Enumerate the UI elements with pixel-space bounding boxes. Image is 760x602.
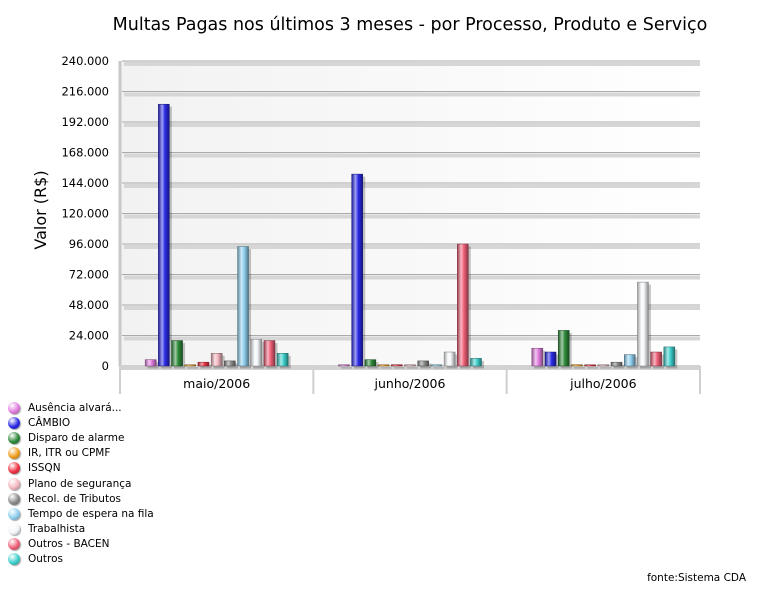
legend-label: Recol. de Tributos <box>28 492 121 505</box>
bar <box>237 246 249 367</box>
bar <box>610 361 623 367</box>
y-tick-label: 96.000 <box>69 237 109 251</box>
legend-swatch <box>8 416 20 429</box>
legend-label: IR, ITR ou CPMF <box>28 447 111 460</box>
legend-swatch <box>8 462 20 475</box>
bar-shadow <box>407 367 418 369</box>
legend-swatch <box>8 553 20 566</box>
x-tick-label: maio/2006 <box>183 376 250 391</box>
legend-item: Recol. de Tributos <box>8 491 228 506</box>
bar <box>557 330 570 367</box>
bar-shadow <box>393 367 405 369</box>
legend-item: Tempo de espera na fila <box>8 506 228 521</box>
source-note: fonte:Sistema CDA <box>647 572 746 584</box>
bar <box>544 351 557 367</box>
bar-chart: Multas Pagas nos últimos 3 meses - por P… <box>31 15 708 394</box>
legend-item: Ausência alvará... <box>8 400 228 415</box>
y-axis-label: Valor (R$) <box>31 170 50 249</box>
y-tick-label: 144.000 <box>61 176 109 190</box>
bar-shadow <box>587 367 599 369</box>
bar <box>377 364 390 367</box>
bar <box>144 359 157 367</box>
legend-label: Outros - BACEN <box>28 538 110 551</box>
bar-shadow <box>380 367 392 369</box>
bar <box>430 364 443 367</box>
bar-shadow <box>200 364 212 369</box>
bar <box>443 351 456 367</box>
x-axis-floor <box>120 365 700 370</box>
bar <box>364 359 377 367</box>
bar <box>584 364 596 367</box>
legend-label: Tempo de espera na fila <box>28 507 154 520</box>
bar <box>531 347 544 367</box>
legend-swatch <box>8 507 20 520</box>
legend-item: Trabalhista <box>8 522 228 537</box>
y-tick-label: 0 <box>102 359 109 373</box>
bar-shadow <box>433 367 445 369</box>
bar <box>210 353 223 367</box>
bar <box>158 103 170 367</box>
bar <box>470 358 482 367</box>
y-tick-label: 192.000 <box>61 115 109 129</box>
legend-swatch <box>8 431 20 444</box>
bar <box>637 281 649 367</box>
legend-swatch <box>8 538 20 551</box>
legend-swatch <box>8 523 20 536</box>
legend-swatch <box>8 401 20 414</box>
y-tick-label: 216.000 <box>61 85 109 99</box>
bar-shadow <box>600 367 612 369</box>
y-tick-label: 168.000 <box>61 146 109 160</box>
bar <box>197 361 210 367</box>
bar <box>571 364 583 367</box>
bar <box>263 340 276 367</box>
bar <box>417 360 429 367</box>
bar <box>250 339 263 367</box>
legend-label: Trabalhista <box>28 523 86 536</box>
legend-item: CÂMBIO <box>8 415 228 430</box>
x-tick-label: junho/2006 <box>374 376 446 391</box>
bar-shadow <box>613 364 625 369</box>
legend-label: ISSQN <box>28 462 61 475</box>
legend-label: Outros <box>28 553 64 566</box>
bar <box>184 364 197 367</box>
bar <box>351 173 363 367</box>
legend-label: Disparo de alarme <box>28 431 125 444</box>
bar-shadow <box>341 367 352 369</box>
legend: Ausência alvará... CÂMBIO Disparo de alarm… <box>8 400 228 567</box>
legend-item: Plano de segurança <box>8 476 228 491</box>
bar <box>171 340 183 367</box>
y-tick-label: 72.000 <box>69 268 109 282</box>
legend-swatch <box>8 477 20 490</box>
bar <box>391 364 403 367</box>
legend-item: Disparo de alarme <box>8 430 228 445</box>
y-tick-label: 240.000 <box>61 54 109 68</box>
bar <box>276 353 289 367</box>
bar <box>623 354 636 367</box>
bar <box>457 243 469 367</box>
legend-item: ISSQN <box>8 461 228 476</box>
bar <box>663 346 676 367</box>
legend-swatch <box>8 492 20 505</box>
legend-item: Outros - BACEN <box>8 537 228 552</box>
y-tick-label: 24.000 <box>69 329 109 343</box>
bar-shadow <box>573 367 585 369</box>
bar <box>597 364 610 367</box>
legend-swatch <box>8 447 20 460</box>
bar <box>650 351 662 367</box>
legend-label: CÂMBIO <box>28 416 71 429</box>
bar-shadow <box>187 367 199 369</box>
bar <box>338 364 350 367</box>
legend-label: Plano de segurança <box>28 477 132 490</box>
bar <box>404 364 416 367</box>
x-tick-label: julho/2006 <box>569 376 637 391</box>
legend-item: Outros <box>8 552 228 567</box>
y-tick-label: 120.000 <box>61 207 109 221</box>
legend-label: Ausência alvará... <box>28 401 122 414</box>
chart-title: Multas Pagas nos últimos 3 meses - por P… <box>113 15 708 35</box>
y-tick-label: 48.000 <box>69 298 109 312</box>
bar <box>224 360 236 367</box>
legend-item: IR, ITR ou CPMF <box>8 446 228 461</box>
